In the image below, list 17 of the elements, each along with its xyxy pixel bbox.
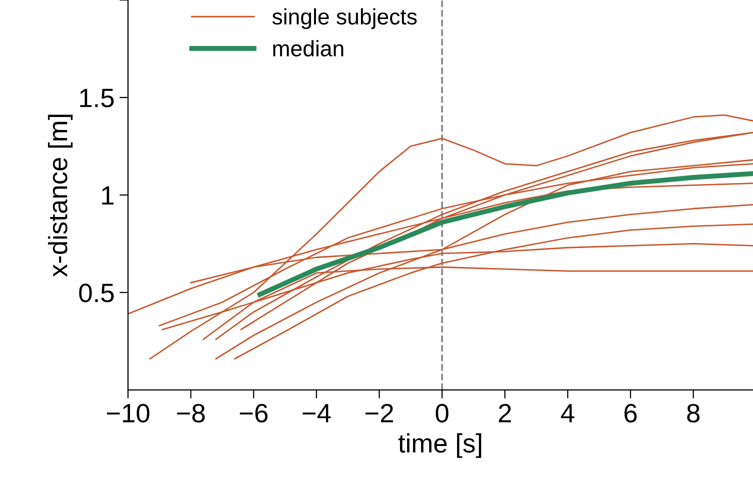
x-tick-label: −8 [177, 404, 205, 423]
x-tick-label: 8 [687, 404, 700, 423]
x-tick-label: 6 [624, 404, 637, 423]
y-axis-title: x-distance [m] [48, 114, 73, 277]
x-tick-label: −6 [240, 404, 268, 423]
y-tick-label: 0.5 [79, 284, 114, 302]
x-tick-label: 4 [560, 404, 574, 422]
x-tick-label: −10 [106, 404, 150, 423]
x-tick-label: 0 [436, 404, 448, 423]
x-tick-label: 2 [498, 404, 511, 422]
y-tick-label: 1.5 [80, 88, 114, 108]
x-axis-title: time [s] [398, 433, 482, 458]
legend-label: median [273, 40, 344, 56]
y-tick-label: 1 [102, 186, 114, 205]
legend-label: single subjects [272, 8, 417, 30]
x-tick-label: −2 [366, 404, 393, 422]
x-tick-label: −4 [302, 404, 331, 422]
